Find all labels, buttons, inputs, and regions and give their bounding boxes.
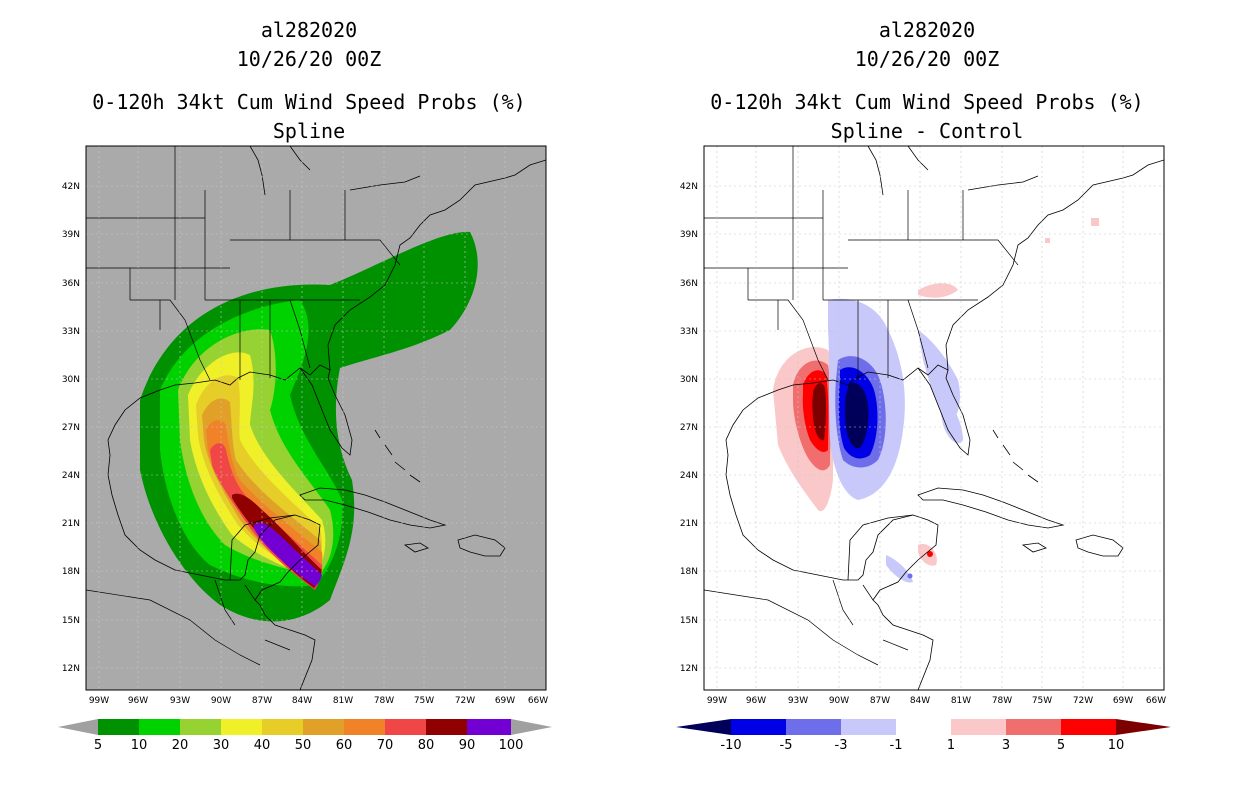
left-colorbar-swatch: [262, 719, 303, 735]
right-lat-label: 21N: [680, 519, 698, 529]
left-lon-label: 72W: [455, 696, 475, 706]
left-colorbar-label: 5: [94, 738, 102, 753]
left-lon-label: 66W: [528, 696, 548, 706]
left-lon-label: 81W: [333, 696, 353, 706]
left-lat-label: 18N: [62, 567, 80, 577]
left-colorbar-label: 50: [295, 738, 312, 753]
left-colorbar-label: 20: [172, 738, 189, 753]
left-lat-label: 39N: [62, 230, 80, 240]
left-colorbar-label: 60: [336, 738, 353, 753]
right-lon-label: 99W: [707, 696, 727, 706]
left-colorbar-label: 90: [459, 738, 476, 753]
right-lon-label: 84W: [910, 696, 930, 706]
left-colorbar-label: 80: [418, 738, 435, 753]
right-storm-id: al282020: [878, 18, 976, 42]
left-colorbar-swatch: [467, 719, 511, 735]
right-lat-label: 36N: [680, 279, 698, 289]
right-lon-label: 72W: [1073, 696, 1093, 706]
left-lon-label: 87W: [252, 696, 272, 706]
right-colorbar-above-arrow: [1116, 719, 1171, 735]
left-lat-label: 24N: [62, 471, 80, 481]
right-lat-label: 18N: [680, 567, 698, 577]
left-colorbar: 5 10 20 30 40 50 60 70 80 90 100: [58, 719, 552, 753]
right-lon-label: 78W: [992, 696, 1012, 706]
left-colorbar-swatch: [180, 719, 221, 735]
right-lon-label: 93W: [788, 696, 808, 706]
right-colorbar-swatch: [896, 719, 951, 735]
right-lat-label: 24N: [680, 471, 698, 481]
right-colorbar-swatch: [841, 719, 896, 735]
left-colorbar-swatch: [426, 719, 467, 735]
right-lat-label: 12N: [680, 664, 698, 674]
right-colorbar-label: -10: [720, 738, 741, 753]
left-lon-label: 78W: [374, 696, 394, 706]
left-lon-label: 75W: [414, 696, 434, 706]
left-colorbar-swatch: [221, 719, 262, 735]
left-colorbar-below-arrow: [58, 719, 98, 735]
right-lon-label: 66W: [1146, 696, 1166, 706]
left-lat-label: 36N: [62, 279, 80, 289]
left-lon-label: 84W: [292, 696, 312, 706]
left-colorbar-above-arrow: [511, 719, 552, 735]
right-lat-label: 39N: [680, 230, 698, 240]
right-lat-label: 33N: [680, 327, 698, 337]
right-lon-label: 90W: [829, 696, 849, 706]
right-colorbar-swatch: [951, 719, 1006, 735]
left-title: 0-120h 34kt Cum Wind Speed Probs (%): [92, 90, 526, 114]
right-colorbar-swatch: [1006, 719, 1061, 735]
left-storm-id: al282020: [260, 18, 358, 42]
right-colorbar-label: 5: [1057, 738, 1065, 753]
right-colorbar-label: 10: [1108, 738, 1125, 753]
left-colorbar-label: 10: [131, 738, 148, 753]
right-colorbar-below-arrow: [676, 719, 731, 735]
right-colorbar-swatch: [1061, 719, 1116, 735]
left-map: 42N 39N 36N 33N 30N 27N 24N 21N 18N 15N …: [58, 145, 552, 753]
right-colorbar-swatch: [786, 719, 841, 735]
right-colorbar-label: -1: [890, 738, 903, 753]
left-lat-label: 27N: [62, 423, 80, 433]
right-lat-label: 30N: [680, 375, 698, 385]
left-lon-label: 93W: [170, 696, 190, 706]
right-lon-label: 81W: [951, 696, 971, 706]
right-colorbar-swatch: [731, 719, 786, 735]
right-lon-label: 87W: [870, 696, 890, 706]
left-subtitle: Spline: [272, 119, 346, 143]
right-colorbar: -10 -5 -3 -1 1 3 5 10: [676, 719, 1171, 753]
left-colorbar-label: 70: [377, 738, 394, 753]
left-lat-label: 15N: [62, 616, 80, 626]
left-lat-label: 30N: [62, 375, 80, 385]
left-lon-label: 99W: [89, 696, 109, 706]
left-lat-label: 12N: [62, 664, 80, 674]
left-lon-label: 69W: [495, 696, 515, 706]
left-colorbar-swatch: [139, 719, 180, 735]
right-title: 0-120h 34kt Cum Wind Speed Probs (%): [710, 90, 1144, 114]
left-date: 10/26/20 00Z: [236, 47, 382, 71]
left-colorbar-swatch: [303, 719, 344, 735]
right-date: 10/26/20 00Z: [854, 47, 1000, 71]
left-colorbar-swatch: [344, 719, 385, 735]
right-lat-label: 42N: [680, 182, 698, 192]
right-lat-label: 27N: [680, 423, 698, 433]
left-lon-label: 96W: [128, 696, 148, 706]
right-colorbar-label: -5: [780, 738, 793, 753]
left-lat-label: 42N: [62, 182, 80, 192]
right-colorbar-label: -3: [835, 738, 848, 753]
left-colorbar-swatch: [385, 719, 426, 735]
right-colorbar-label: 1: [947, 738, 955, 753]
right-lon-label: 75W: [1032, 696, 1052, 706]
right-lon-label: 69W: [1113, 696, 1133, 706]
right-map: 42N 39N 36N 33N 30N 27N 24N 21N 18N 15N …: [676, 145, 1171, 753]
left-colorbar-label: 100: [499, 738, 524, 753]
left-colorbar-label: 30: [213, 738, 230, 753]
left-lon-label: 90W: [211, 696, 231, 706]
left-lat-label: 33N: [62, 327, 80, 337]
right-subtitle: Spline - Control: [830, 119, 1024, 143]
right-colorbar-label: 3: [1002, 738, 1010, 753]
right-lat-label: 15N: [680, 616, 698, 626]
left-colorbar-swatch: [98, 719, 139, 735]
right-lon-label: 96W: [746, 696, 766, 706]
left-colorbar-label: 40: [254, 738, 271, 753]
left-lat-label: 21N: [62, 519, 80, 529]
